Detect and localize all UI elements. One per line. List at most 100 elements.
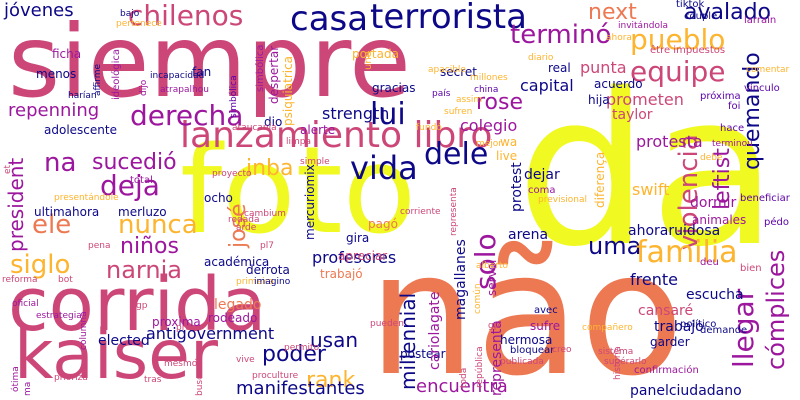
word: buscando [195, 352, 205, 397]
word: usan [310, 328, 359, 352]
word: ideológica [111, 48, 122, 100]
word: kaiser [14, 316, 218, 395]
word: strength [322, 104, 390, 123]
word: beneficiar [740, 193, 790, 204]
word: ahora [606, 33, 632, 43]
word: fundó [416, 123, 442, 133]
word: repenning [8, 100, 100, 121]
word: prioriza [54, 373, 88, 383]
word: foi [728, 101, 741, 112]
word: gp [488, 321, 500, 331]
word: despertar [267, 45, 281, 104]
word: deja [100, 169, 160, 202]
word: tras [144, 375, 162, 385]
word: ficha [52, 47, 82, 61]
word: primeira [236, 277, 274, 287]
word: da [516, 48, 778, 293]
word: sufre [530, 319, 561, 333]
word: magallanes [453, 239, 469, 320]
word: ocho [204, 191, 233, 205]
word: psiquiatrica [281, 55, 295, 126]
word: niños [120, 234, 179, 259]
word: pro [176, 323, 191, 333]
word: lanzamiento libro [180, 115, 493, 156]
word: político [680, 319, 717, 330]
word: capital [520, 76, 574, 95]
word: encuentra [416, 376, 508, 397]
word: acuerdo [594, 77, 643, 91]
word: gracias [372, 81, 416, 95]
word: pueblo [630, 23, 726, 56]
word: colegio [460, 116, 518, 135]
word: presentándole [54, 193, 119, 203]
word: república [475, 346, 485, 388]
word: coma [528, 185, 556, 196]
word: bien [740, 263, 762, 274]
word: dejar [524, 167, 560, 183]
word: adolescente [44, 123, 117, 137]
word: tiktok [676, 0, 705, 10]
word: toda [459, 367, 469, 388]
word: oficial [12, 299, 39, 309]
word: bloquear [510, 345, 555, 356]
word: país [432, 89, 451, 99]
word: portada [352, 47, 399, 61]
word: wa [500, 135, 518, 149]
word: next [588, 0, 637, 25]
word: reforma [2, 275, 38, 285]
word: debe [700, 153, 723, 163]
word: poder [262, 342, 326, 367]
word: confirmación [634, 365, 699, 376]
word: profesores [312, 248, 397, 267]
word: pueden [370, 319, 404, 329]
word: trabajo [654, 319, 704, 335]
word: et [3, 164, 13, 174]
word: bajo [120, 9, 140, 19]
word: previsional [538, 195, 587, 205]
word: avec [534, 305, 558, 316]
word: corriente [400, 207, 441, 217]
word: dijo [139, 79, 149, 96]
word: vive [236, 355, 255, 365]
word: prometen [606, 90, 684, 109]
word: alerte [300, 123, 336, 137]
word: cambium [244, 209, 286, 219]
word: rodeado [208, 311, 258, 325]
word: protest [509, 162, 525, 212]
word: arde [236, 223, 257, 233]
word: protesta [636, 132, 703, 151]
word: sufren [444, 107, 473, 117]
word: affirme [93, 63, 103, 96]
word: gp [136, 301, 148, 311]
word: corrida [8, 262, 267, 348]
word: proyecto [212, 169, 252, 179]
word: simbólica [255, 44, 266, 92]
word: ultimahora [34, 205, 100, 219]
word: punta [580, 58, 627, 77]
word: alberto [476, 261, 509, 271]
word: postear [400, 347, 446, 361]
word: ahoraruidosa [628, 223, 721, 239]
word: manifestantes [236, 378, 365, 399]
word: jóvenes [4, 0, 74, 21]
word: representa [449, 187, 459, 236]
word: bot [58, 275, 73, 285]
word: harían [68, 91, 97, 101]
word: china [474, 85, 499, 95]
word: invitándola [618, 21, 669, 31]
word: couple [684, 11, 718, 22]
word: sucedió [92, 150, 177, 175]
word: diferença [593, 151, 607, 208]
word: chilenos [128, 0, 244, 32]
word: académica [204, 255, 270, 269]
word: derrota [246, 263, 290, 277]
word: arena [508, 227, 549, 243]
word: real [548, 61, 571, 75]
word: merluzo [118, 205, 167, 219]
word: dormir [690, 195, 737, 211]
word: hermosa [500, 333, 553, 347]
word: simbólica [229, 75, 239, 118]
word: dele [424, 137, 489, 172]
word: nunca [118, 210, 198, 240]
word: terminó [510, 20, 612, 50]
